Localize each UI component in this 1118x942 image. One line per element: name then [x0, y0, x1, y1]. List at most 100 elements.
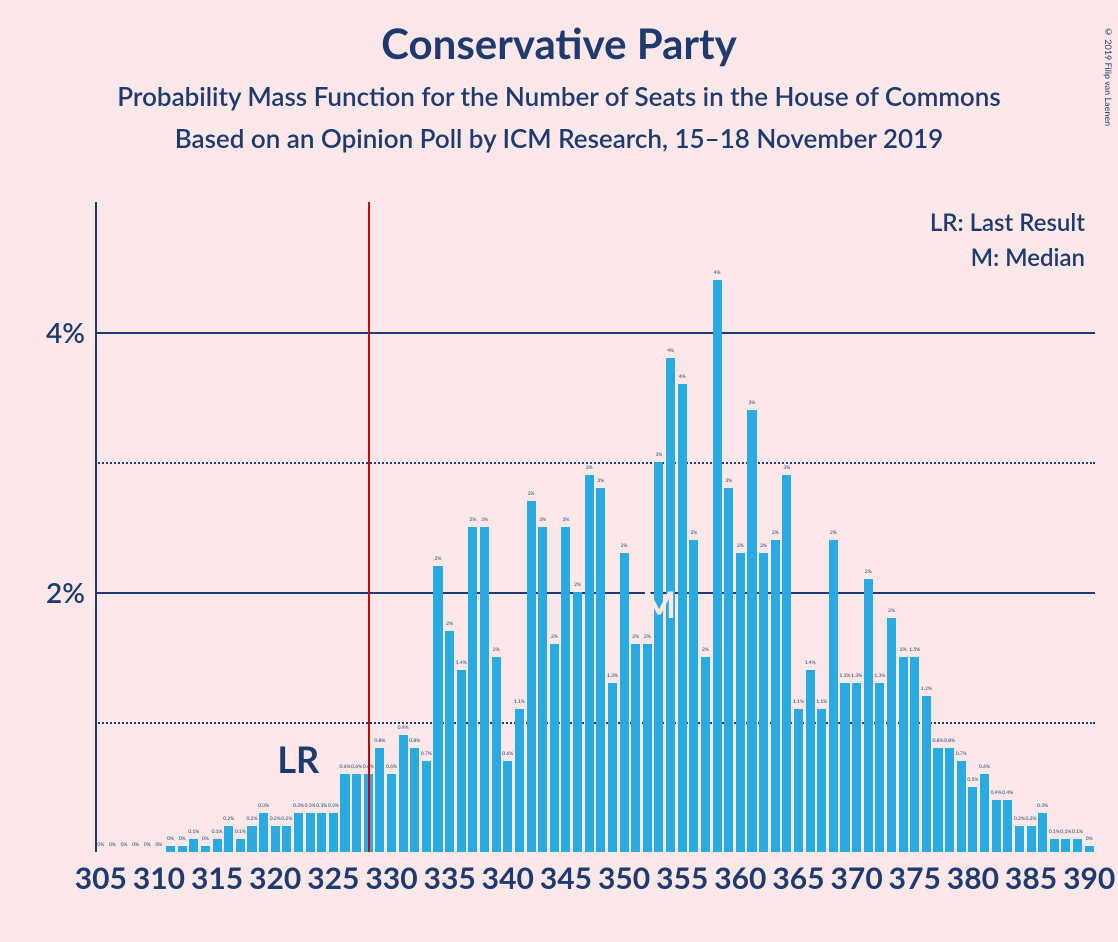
bar-value-label: 2%	[737, 543, 744, 549]
y-tick-label: 4%	[25, 315, 85, 349]
bar-value-label: 3%	[749, 400, 756, 406]
bar-value-label: 1.4%	[805, 660, 816, 666]
bar-value-label: 0.7%	[956, 751, 967, 757]
bar: 2%	[899, 657, 908, 852]
x-tick-label: 390	[1063, 860, 1115, 896]
bar-value-label: 0.2%	[246, 816, 257, 822]
bar-value-label: 0.8%	[933, 738, 944, 744]
x-tick-label: 355	[656, 860, 708, 896]
bar-value-label: 0.3%	[1037, 803, 1048, 809]
median-marker-label: M	[642, 582, 676, 626]
last-result-line	[368, 202, 370, 852]
bar: 1.1%	[817, 709, 826, 852]
bar: 0.2%	[224, 826, 233, 852]
bar-value-label: 1.2%	[921, 686, 932, 692]
bar-value-label: 0.1%	[212, 829, 223, 835]
bar: 0.8%	[375, 748, 384, 852]
bar: 2%	[701, 657, 710, 852]
bar-value-label: 0.2%	[1026, 816, 1037, 822]
bar: 1.3%	[852, 683, 861, 852]
bar: 2%	[492, 657, 501, 852]
bar: 1.3%	[608, 683, 617, 852]
x-tick-label: 330	[365, 860, 417, 896]
bar-value-label: 0.1%	[1072, 829, 1083, 835]
bar: 1.4%	[457, 670, 466, 852]
bar-value-label: 0.2%	[1014, 816, 1025, 822]
bar: 0.8%	[410, 748, 419, 852]
bar: 2%	[864, 579, 873, 852]
bar-value-label: 0.8%	[409, 738, 420, 744]
bar-value-label: 0.4%	[991, 790, 1002, 796]
bars-container: 0%0%0%0%0%0%0%0%0.1%0%0.1%0.2%0.1%0.2%0.…	[95, 202, 1095, 852]
bar-value-label: 3%	[597, 478, 604, 484]
chart-subtitle-1: Probability Mass Function for the Number…	[0, 80, 1118, 112]
bar: 0%	[178, 846, 187, 853]
bar: 3%	[782, 475, 791, 852]
bar-value-label: 0.2%	[270, 816, 281, 822]
bar-value-label: 2%	[772, 530, 779, 536]
bar: 2%	[631, 644, 640, 852]
bar-value-label: 0.8%	[374, 738, 385, 744]
bar-value-label: 1.1%	[816, 699, 827, 705]
bar: 0.6%	[980, 774, 989, 852]
bar: 0.6%	[352, 774, 361, 852]
bar: 0.7%	[422, 761, 431, 852]
bar-value-label: 1.3%	[607, 673, 618, 679]
bar: 0.4%	[1003, 800, 1012, 852]
bar: 2%	[829, 540, 838, 852]
bar-value-label: 0%	[202, 836, 209, 842]
bar-value-label: 2%	[900, 647, 907, 653]
bar: 2%	[550, 644, 559, 852]
bar: 2%	[771, 540, 780, 852]
bar-value-label: 3%	[725, 478, 732, 484]
bar-value-label: 0.1%	[1060, 829, 1071, 835]
bar-value-label: 2%	[493, 647, 500, 653]
chart-area: LR: Last Result M: Median 0%0%0%0%0%0%0%…	[95, 202, 1095, 852]
x-tick-label: 365	[772, 860, 824, 896]
bar-value-label: 0.6%	[979, 764, 990, 770]
bar: 0.2%	[1027, 826, 1036, 852]
bar: 2%	[468, 527, 477, 852]
bar: 0.1%	[1061, 839, 1070, 852]
bar: 2%	[620, 553, 629, 852]
bar: 1.2%	[922, 696, 931, 852]
bar-value-label: 4%	[714, 270, 721, 276]
bar-value-label: 0.6%	[339, 764, 350, 770]
x-tick-label: 320	[249, 860, 301, 896]
bar-value-label: 0%	[155, 842, 162, 848]
bar-value-label: 3%	[655, 452, 662, 458]
bar-value-label: 2%	[574, 582, 581, 588]
bar: 0%	[201, 846, 210, 853]
bar-value-label: 1.3%	[851, 673, 862, 679]
bar: 2%	[887, 618, 896, 852]
bar: 0.4%	[992, 800, 1001, 852]
bar-value-label: 2%	[690, 530, 697, 536]
bar-value-label: 2%	[830, 530, 837, 536]
bar-value-label: 3%	[783, 465, 790, 471]
bar: 0.8%	[945, 748, 954, 852]
bar: 2%	[736, 553, 745, 852]
bar: 0.3%	[259, 813, 268, 852]
bar: 3%	[585, 475, 594, 852]
bar: 0.7%	[957, 761, 966, 852]
bar-value-label: 0%	[121, 842, 128, 848]
bar-value-label: 1.1%	[793, 699, 804, 705]
bar: 3%	[596, 488, 605, 852]
bar-value-label: 3%	[481, 517, 488, 523]
bar: 1.5%	[910, 657, 919, 852]
bar: 2%	[445, 631, 454, 852]
bar-value-label: 2%	[760, 543, 767, 549]
bar-value-label: 2%	[644, 634, 651, 640]
bar: 4%	[678, 384, 687, 852]
bar: 1.3%	[875, 683, 884, 852]
bar-value-label: 2%	[446, 621, 453, 627]
bar-value-label: 2%	[551, 634, 558, 640]
copyright-text: © 2019 Filip van Laenen	[1103, 26, 1114, 126]
bar: 0.3%	[294, 813, 303, 852]
bar: 0.2%	[282, 826, 291, 852]
bar: 3%	[747, 410, 756, 852]
x-tick-label: 345	[540, 860, 592, 896]
chart-subtitle-2: Based on an Opinion Poll by ICM Research…	[0, 122, 1118, 154]
bar-value-label: 0.3%	[328, 803, 339, 809]
bar-value-label: 0.2%	[223, 816, 234, 822]
